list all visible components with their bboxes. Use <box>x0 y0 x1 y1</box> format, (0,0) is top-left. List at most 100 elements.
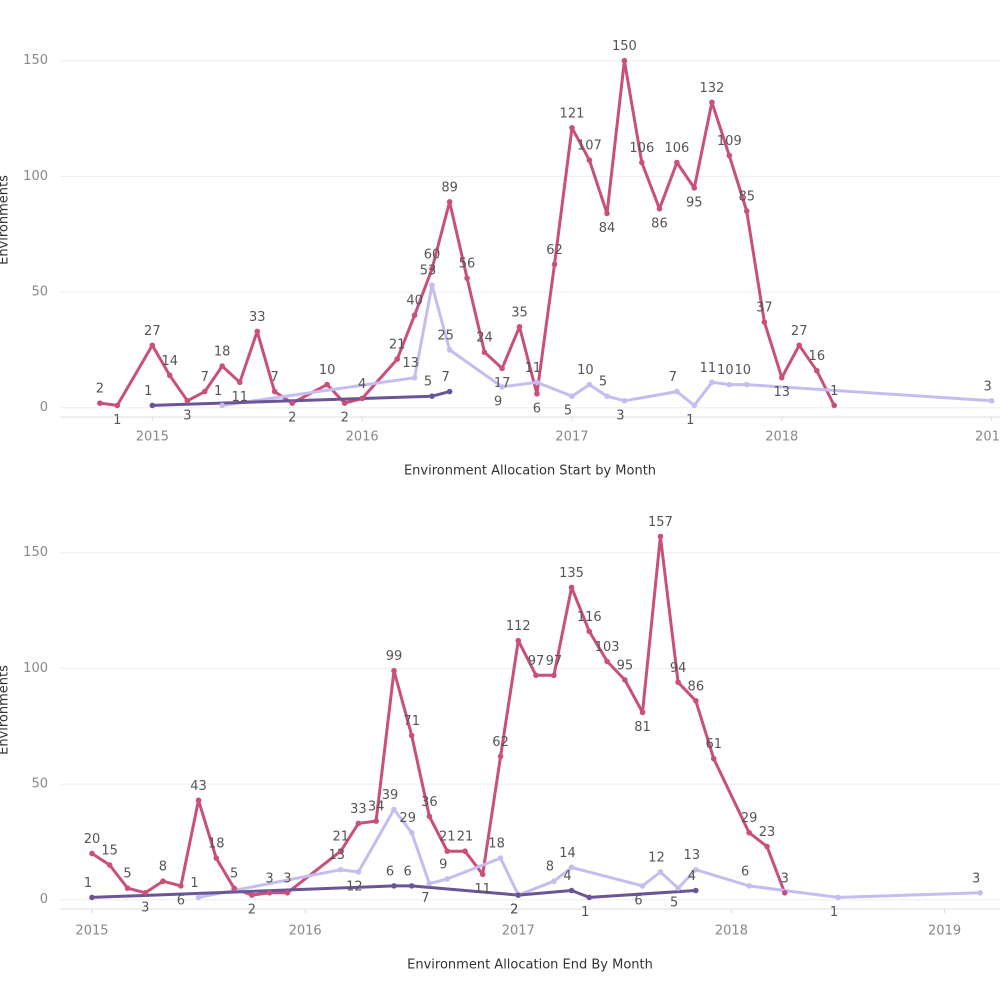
y-tick-label: 100 <box>23 169 48 184</box>
data-point <box>219 402 225 409</box>
data-label: 27 <box>144 324 161 339</box>
data-point <box>568 584 575 591</box>
data-point <box>569 393 575 399</box>
data-label: 10 <box>734 363 751 378</box>
data-label: 81 <box>634 720 651 735</box>
data-point <box>391 667 397 674</box>
data-point <box>743 381 750 388</box>
data-point <box>355 869 362 875</box>
x-tick-label: 2015 <box>136 430 169 445</box>
data-label: 2 <box>248 903 256 918</box>
data-label: 6 <box>386 864 394 879</box>
data-label: 20 <box>84 832 101 847</box>
data-point <box>444 848 451 854</box>
data-label: 29 <box>741 811 758 826</box>
data-label: 61 <box>705 737 722 752</box>
data-label: 103 <box>595 640 620 655</box>
data-point <box>446 347 453 353</box>
data-point <box>160 878 166 885</box>
data-label: 97 <box>546 654 563 669</box>
data-label: 85 <box>738 190 755 205</box>
data-point <box>814 367 820 374</box>
data-label: 43 <box>190 779 207 794</box>
data-label: 18 <box>488 837 505 852</box>
data-point <box>586 381 593 388</box>
y-tick-label: 50 <box>31 777 48 792</box>
data-point <box>444 876 451 882</box>
data-label: 13 <box>328 848 345 863</box>
data-label: 106 <box>664 141 689 156</box>
data-label: 3 <box>972 871 980 886</box>
data-label: 6 <box>533 401 541 416</box>
x-axis-title: Environment Allocation Start by Month <box>404 464 656 479</box>
data-label: 12 <box>648 850 665 865</box>
data-point <box>249 892 255 898</box>
data-label: 1 <box>214 384 222 399</box>
data-point <box>657 869 664 875</box>
data-label: 29 <box>399 811 416 826</box>
data-point <box>516 323 523 330</box>
data-label: 11 <box>525 361 542 376</box>
data-label: 86 <box>651 216 668 231</box>
x-tick-label: 2015 <box>75 924 108 939</box>
data-point <box>691 185 698 191</box>
data-label: 21 <box>457 830 474 845</box>
data-label: 121 <box>560 106 585 121</box>
data-label: 33 <box>350 802 367 817</box>
data-label: 25 <box>437 328 454 343</box>
data-point <box>709 99 715 106</box>
data-point <box>142 890 149 896</box>
data-label: 107 <box>577 139 602 154</box>
data-label: 2 <box>341 411 349 426</box>
data-point <box>89 894 95 901</box>
data-label: 97 <box>528 654 545 669</box>
data-label: 18 <box>208 837 225 852</box>
x-tick-label: 2016 <box>346 430 379 445</box>
data-label: 109 <box>717 134 742 149</box>
data-label: 116 <box>577 610 602 625</box>
data-point <box>551 878 557 885</box>
data-point <box>408 829 415 836</box>
x-axis-title: Environment Allocation End By Month <box>407 958 653 973</box>
y-tick-label: 100 <box>23 661 48 676</box>
data-point <box>551 672 557 679</box>
data-point <box>534 391 540 397</box>
data-label: 8 <box>546 860 554 875</box>
data-point <box>195 797 202 804</box>
x-tick-label: 2019 <box>975 430 1000 445</box>
y-tick-label: 150 <box>23 545 48 560</box>
data-point <box>271 388 278 395</box>
data-point <box>89 850 95 857</box>
data-label: 1 <box>830 384 838 399</box>
data-label: 62 <box>546 243 563 258</box>
data-label: 1 <box>830 905 838 920</box>
data-point <box>778 374 785 381</box>
data-label: 27 <box>791 324 808 339</box>
data-label: 1 <box>581 905 589 920</box>
data-point <box>515 892 522 898</box>
data-point <box>693 887 699 894</box>
data-label: 14 <box>161 354 178 369</box>
data-label: 6 <box>634 893 642 908</box>
data-label: 95 <box>686 195 703 210</box>
x-tick-label: 2016 <box>289 924 322 939</box>
data-label: 10 <box>319 363 336 378</box>
data-label: 24 <box>476 331 493 346</box>
data-point <box>781 890 788 896</box>
series-line <box>198 808 981 899</box>
data-point <box>429 266 435 272</box>
data-label: 89 <box>441 180 458 195</box>
data-label: 40 <box>406 294 423 309</box>
data-point <box>586 628 593 635</box>
data-label: 1 <box>686 413 694 428</box>
data-point <box>726 381 733 388</box>
data-label: 35 <box>511 305 528 320</box>
data-label: 56 <box>459 257 476 272</box>
data-point <box>479 871 486 878</box>
data-point <box>446 199 453 205</box>
data-point <box>835 894 841 901</box>
data-label: 15 <box>101 844 118 859</box>
data-point <box>184 398 191 404</box>
data-point <box>219 363 225 369</box>
data-point <box>359 395 365 402</box>
